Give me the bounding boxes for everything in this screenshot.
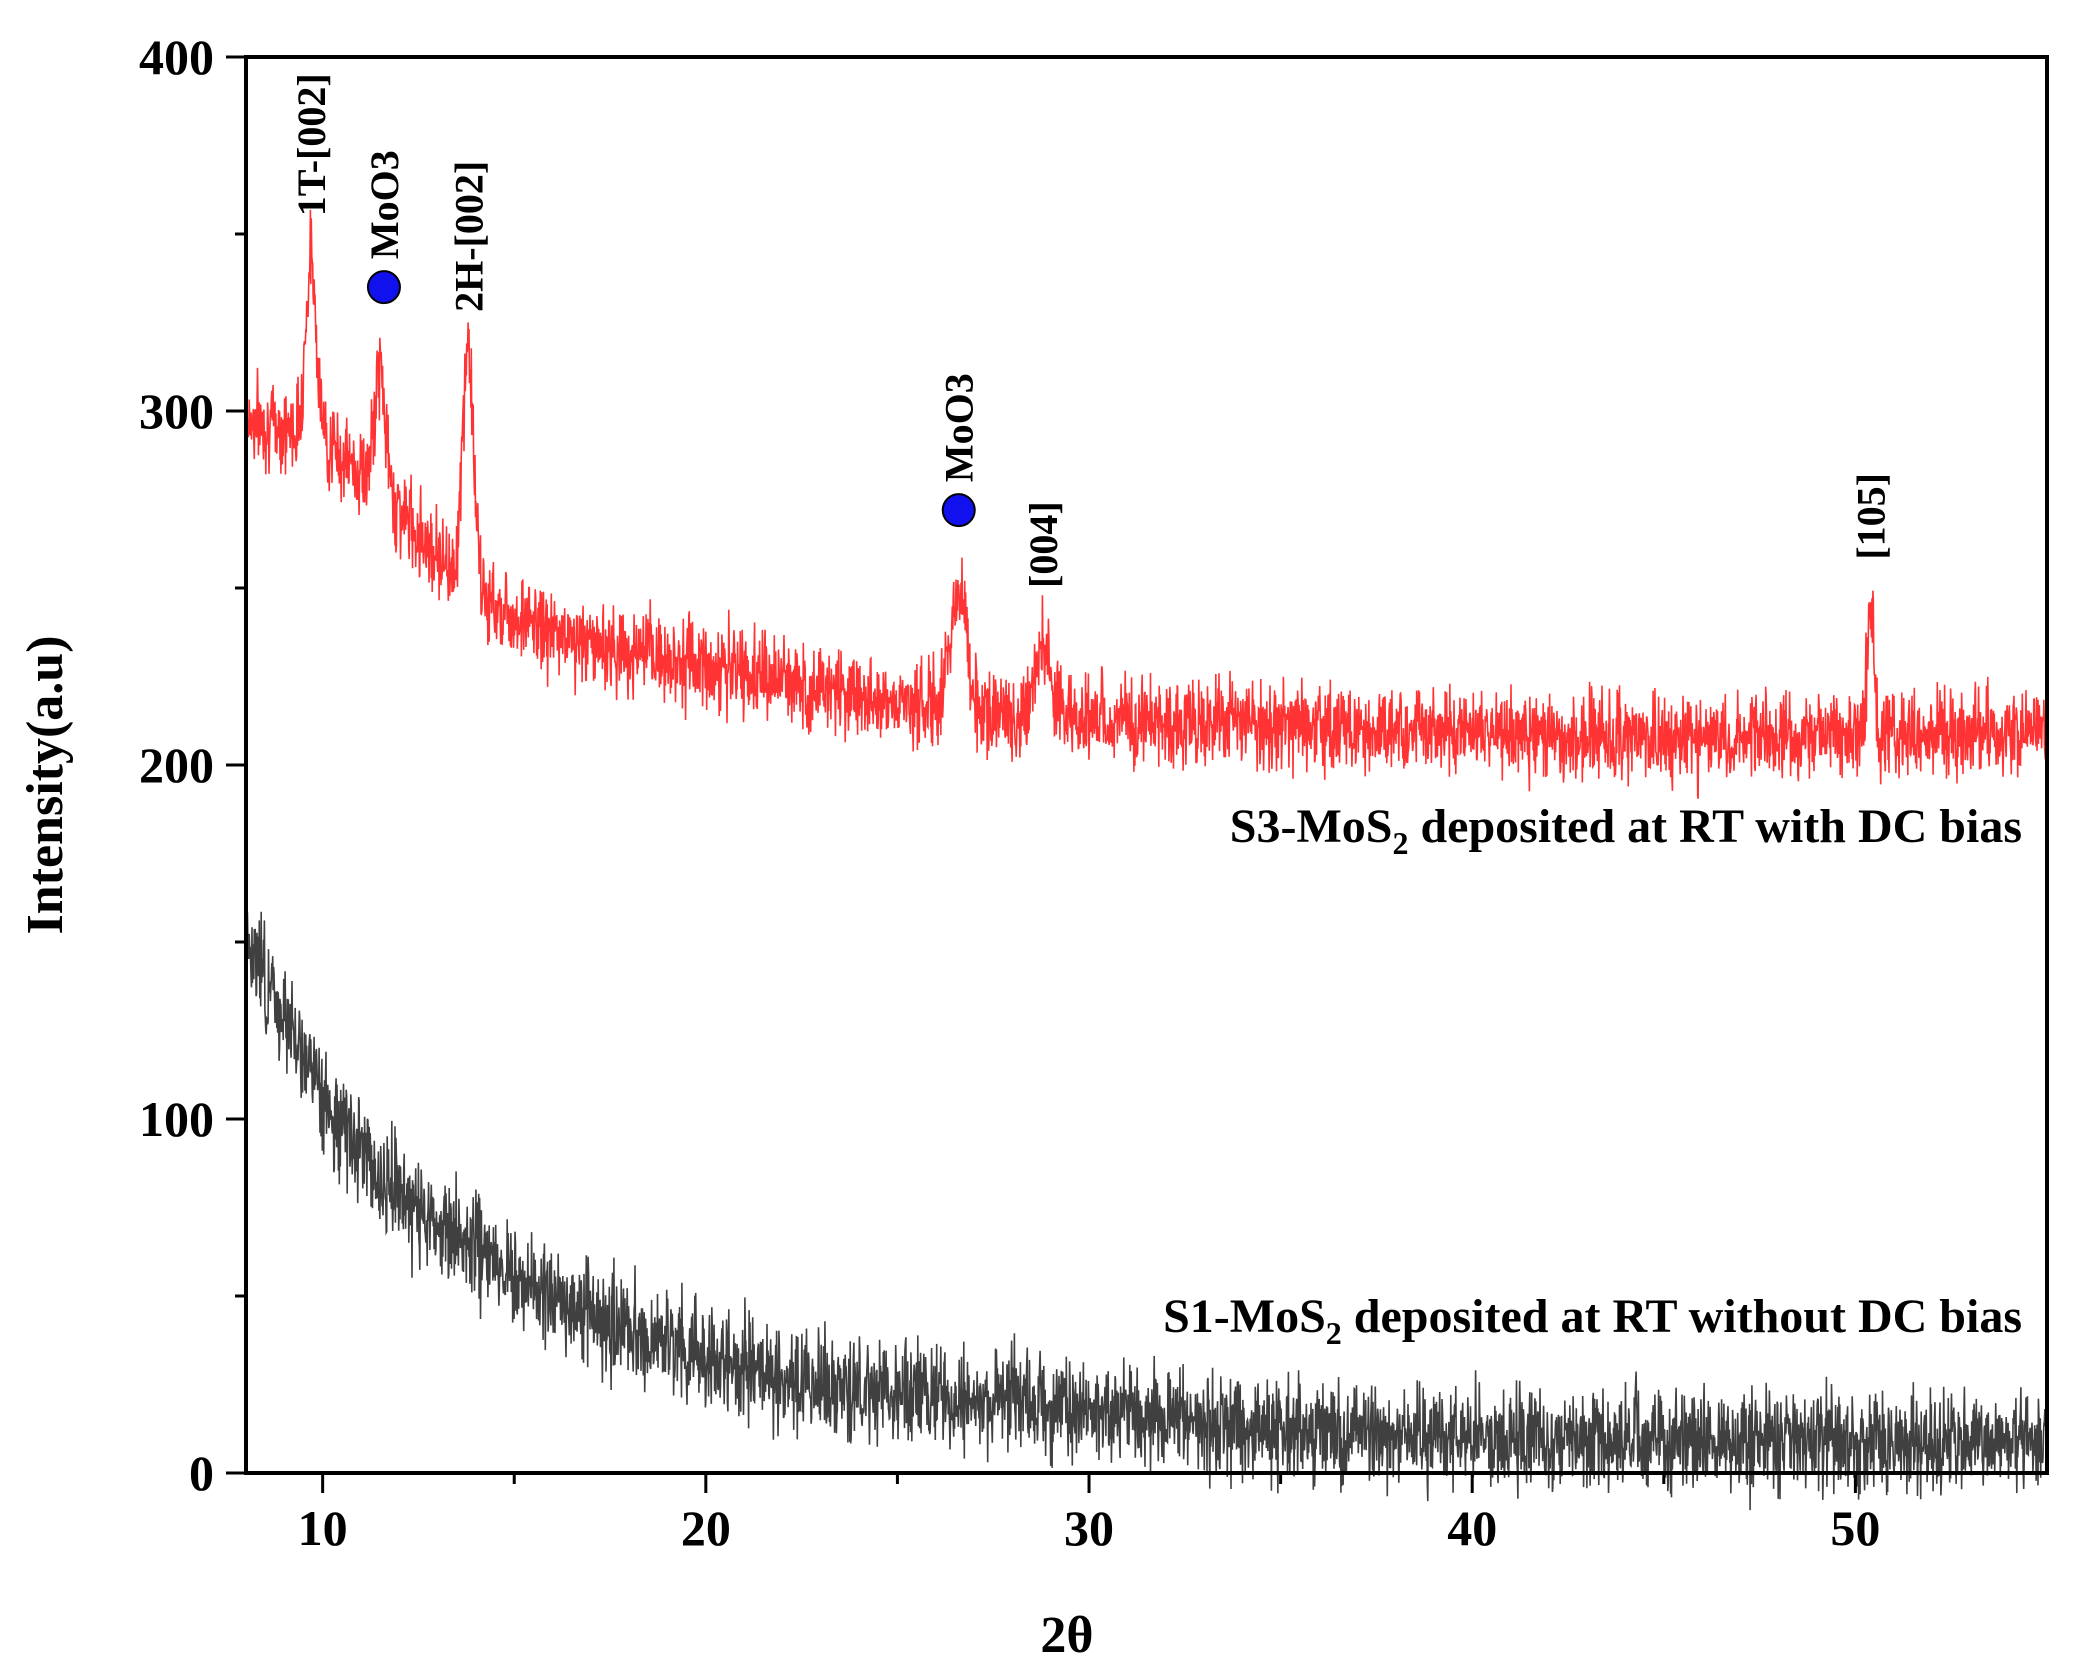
y-tick-label: 200 bbox=[139, 737, 214, 793]
series-label-s1: S1-MoS2 deposited at RT without DC bias bbox=[1163, 1290, 2022, 1351]
peak-label: 2H-[002] bbox=[446, 161, 491, 312]
x-tick-label: 40 bbox=[1447, 1500, 1497, 1556]
y-tick-label: 0 bbox=[189, 1445, 214, 1501]
x-tick-label: 30 bbox=[1064, 1500, 1114, 1556]
y-axis-title: Intensity(a.u) bbox=[17, 635, 74, 934]
peak-label: [105] bbox=[1849, 473, 1894, 560]
y-tick-label: 300 bbox=[139, 383, 214, 439]
series-line-s1 bbox=[245, 911, 2048, 1511]
series-line-s3 bbox=[245, 209, 2048, 799]
peak-label: [004] bbox=[1021, 501, 1066, 588]
y-tick-label: 400 bbox=[139, 29, 214, 85]
traces bbox=[245, 209, 2048, 1511]
x-tick-label: 20 bbox=[681, 1500, 731, 1556]
x-tick-label: 50 bbox=[1830, 1500, 1880, 1556]
peak-label: MoO3 bbox=[362, 150, 407, 259]
ticks: 10 20 30 40 50 0 100 200 300 400 bbox=[139, 29, 1880, 1556]
y-tick-label: 100 bbox=[139, 1091, 214, 1147]
moo3-marker bbox=[366, 270, 401, 305]
moo3-marker bbox=[941, 493, 976, 528]
x-tick-label: 10 bbox=[298, 1500, 348, 1556]
x-axis-title: 2θ bbox=[1040, 1607, 1093, 1664]
peak-label: 1T-[002] bbox=[289, 73, 334, 216]
peak-label: MoO3 bbox=[937, 373, 982, 482]
peak-annotations: 1T-[002] MoO3 2H-[002] MoO3 [004] [105] bbox=[289, 73, 1894, 588]
series-label-s3: S3-MoS2 deposited at RT with DC bias bbox=[1230, 800, 2022, 861]
